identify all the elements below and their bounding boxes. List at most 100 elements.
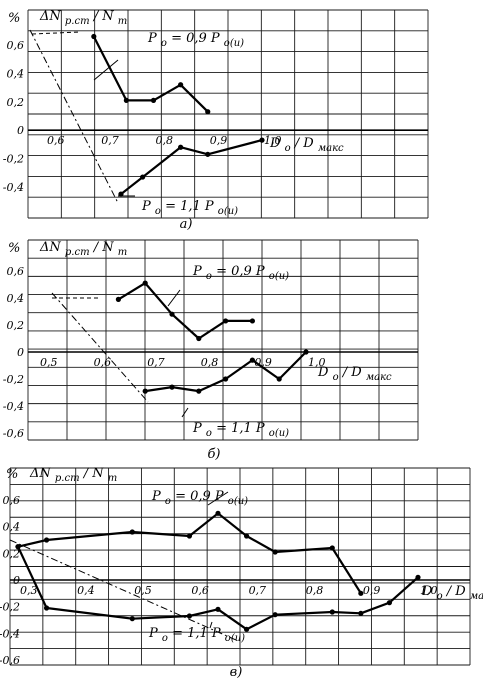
data-point xyxy=(43,537,50,543)
y-tick-label: 0,2 xyxy=(7,96,25,109)
y-tick-label: -0,2 xyxy=(3,373,24,386)
grid xyxy=(27,9,429,219)
series-line-p09 xyxy=(117,282,254,340)
data-point xyxy=(91,33,97,40)
x-tick-label: 0,6 xyxy=(47,134,65,147)
y-tick-label: -0,2 xyxy=(0,601,20,614)
data-point xyxy=(276,376,282,382)
construction-line xyxy=(51,292,149,403)
y-tick-label: 0,4 xyxy=(3,521,21,534)
leader-line xyxy=(167,289,181,307)
x-tick-label: 1,0 xyxy=(308,356,326,369)
y-tick-label: 0 xyxy=(17,124,24,137)
data-point xyxy=(142,388,148,394)
y-tick-label: -0,6 xyxy=(0,654,20,667)
data-point xyxy=(129,529,135,535)
leader-line xyxy=(207,491,229,506)
x-tick-label: 0,8 xyxy=(156,134,174,147)
x-tick-label: 0,7 xyxy=(147,356,165,369)
y-tick-label: -0,2 xyxy=(3,153,24,166)
y-tick-label: 0,2 xyxy=(7,319,25,332)
data-point xyxy=(118,191,124,197)
y-tick-label: -0,6 xyxy=(3,427,24,440)
x-tick-label: 0,4 xyxy=(77,584,95,597)
data-point xyxy=(303,349,309,355)
x-tick-label: 0,3 xyxy=(20,584,38,597)
series-line-p11 xyxy=(119,139,264,196)
panel-caption: б) xyxy=(207,447,220,462)
panel-caption: а) xyxy=(180,217,193,232)
y-tick-label: 0,2 xyxy=(3,547,21,560)
y-tick-label: -0,4 xyxy=(3,400,24,413)
y-tick-label: 0,6 xyxy=(3,494,21,507)
data-point xyxy=(215,510,221,516)
y-tick-label: -0,4 xyxy=(3,181,24,194)
data-point xyxy=(205,109,211,115)
data-point xyxy=(215,606,221,612)
x-tick-label: 0,9 xyxy=(210,134,228,147)
data-point xyxy=(272,549,278,555)
x-tick-label: 0,7 xyxy=(249,584,266,597)
x-tick-label: 0,7 xyxy=(101,134,119,147)
data-point xyxy=(150,97,157,103)
x-axis-label: D о / D макс xyxy=(317,365,392,383)
data-point xyxy=(196,388,202,394)
data-point xyxy=(223,376,229,382)
x-tick-label: 0,6 xyxy=(191,584,209,597)
data-point xyxy=(115,296,121,302)
data-point xyxy=(15,544,21,550)
data-point xyxy=(178,82,184,88)
x-tick-label: 0,6 xyxy=(94,356,112,369)
series-label-p09: P о = 0,9 P о(и) xyxy=(151,489,248,507)
x-tick-label: 0,5 xyxy=(134,584,152,597)
series-label-p11: P о = 1,1 P о(и) xyxy=(148,626,245,644)
leader-line xyxy=(181,407,189,418)
y-axis-unit: % xyxy=(6,467,18,482)
y-axis-label: ΔN р.ст / N т xyxy=(39,9,127,27)
y-axis-unit: % xyxy=(8,241,20,256)
panel-caption: в) xyxy=(230,665,243,680)
series-label-p09: P о = 0,9 P о(и) xyxy=(192,264,289,282)
x-tick-label: 0,8 xyxy=(201,356,219,369)
data-point xyxy=(205,151,211,157)
y-axis-label: ΔN р.ст / N т xyxy=(29,466,117,484)
series-label-p11: P о = 1,1 P о(и) xyxy=(192,421,289,439)
series-label-p09: P о = 0,9 P о(и) xyxy=(147,31,244,49)
y-tick-label: 0,6 xyxy=(7,265,25,278)
grid xyxy=(9,467,471,666)
data-point xyxy=(129,616,135,622)
leader-line xyxy=(209,621,213,629)
data-point xyxy=(142,280,148,286)
construction-line xyxy=(29,29,119,204)
data-point xyxy=(249,357,255,363)
x-tick-label: 0,8 xyxy=(306,584,324,597)
x-axis-label: D о / D макс xyxy=(269,136,344,154)
series-line-p09 xyxy=(16,512,362,595)
data-point xyxy=(329,545,335,551)
y-axis-unit: % xyxy=(8,11,20,26)
data-point xyxy=(386,600,393,606)
data-point xyxy=(169,311,175,317)
data-point xyxy=(358,610,364,616)
y-tick-label: -0,4 xyxy=(0,627,20,640)
data-point xyxy=(186,533,193,539)
data-point xyxy=(196,335,202,342)
leader-line xyxy=(93,59,119,81)
chart-panel-1: 0,6 0,7 0,8 0,9 1,0 0,6 0,4 0,2 0 -0,2 -0,4% ΔN р.с… xyxy=(3,9,429,232)
chart-panel-2: 0,5 0,6 0,7 0,8 0,9 1,00,60,40,20-0,2-0,4-0,6… xyxy=(3,239,419,462)
data-point xyxy=(259,137,265,143)
series-line-p09 xyxy=(92,35,209,113)
x-tick-label: 0,5 xyxy=(40,356,58,369)
x-tick-label: 1,0 xyxy=(420,584,438,597)
series-label-p11: P о = 1,1 P о(и) xyxy=(141,199,238,217)
data-point xyxy=(169,384,175,390)
data-point xyxy=(272,612,278,618)
data-point xyxy=(43,605,50,611)
data-point xyxy=(243,533,250,539)
y-tick-label: 0 xyxy=(17,346,24,359)
construction-line xyxy=(9,539,237,641)
data-point xyxy=(178,144,184,150)
data-point xyxy=(329,609,335,615)
y-tick-label: 0,4 xyxy=(7,292,25,305)
